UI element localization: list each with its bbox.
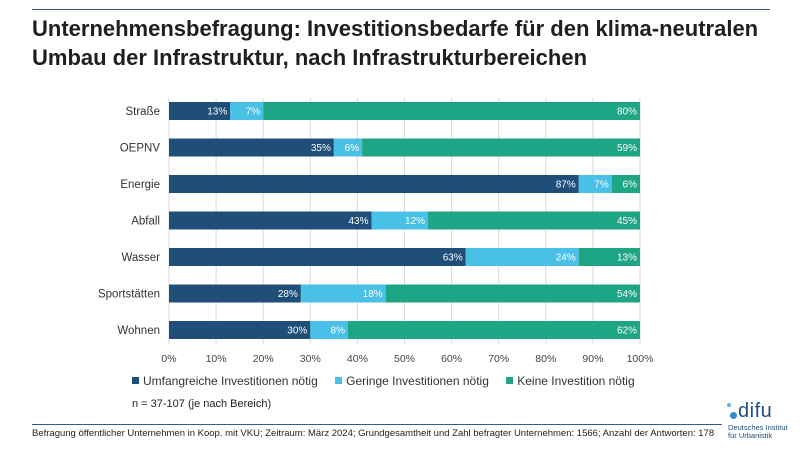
legend-label-gering: Geringe Investitionen nötig [346, 374, 489, 388]
bar-segment-keine [428, 211, 640, 230]
bar-segment-keine [385, 284, 640, 303]
category-label: Straße [125, 106, 160, 118]
bar-segment-gering [300, 284, 386, 303]
data-label: 62% [617, 326, 637, 337]
bar-segment-gering [371, 211, 429, 230]
x-tick-label: 0% [161, 353, 176, 365]
data-label: 7% [246, 107, 261, 118]
category-label: Wohnen [117, 325, 160, 337]
x-tick-label: 50% [394, 353, 415, 365]
data-label: 87% [556, 180, 576, 191]
data-label: 6% [623, 180, 638, 191]
logo-subtitle: Deutsches Institut für Urbanistik [728, 424, 788, 440]
bar-segment-umfangreich [169, 102, 231, 120]
data-label: 18% [363, 289, 383, 300]
x-tick-label: 40% [347, 353, 368, 365]
legend-swatch-gering [335, 377, 343, 384]
x-tick-label: 80% [535, 353, 556, 365]
x-tick-label: 70% [488, 353, 509, 365]
page-title: Unternehmensbefragung: Investitionsbedar… [32, 16, 759, 70]
bar-segment-umfangreich [169, 211, 372, 230]
bar-segment-umfangreich [169, 138, 334, 157]
x-tick-label: 30% [300, 353, 321, 365]
data-label: 43% [349, 216, 369, 227]
data-label: 13% [207, 107, 227, 118]
logo-subtitle-line1: Deutsches Institut [728, 423, 788, 432]
x-tick-label: 100% [627, 353, 654, 365]
legend-swatch-keine [506, 377, 514, 384]
logo-dot [730, 412, 737, 419]
bar-segment-keine [611, 175, 640, 193]
legend-item-keine: Keine Investition nötig [506, 374, 635, 388]
bar-segment-gering [465, 248, 579, 266]
bar-segment-umfangreich [169, 175, 579, 193]
bottom-rule [32, 424, 722, 425]
logo-wordmark: difu [738, 400, 773, 422]
category-label: Abfall [131, 216, 160, 228]
logo-dot-small [727, 403, 731, 407]
data-label: 54% [617, 289, 637, 300]
difu-logo: difu Deutsches Institut für Urbanistik [726, 400, 796, 446]
data-label: 24% [556, 253, 576, 264]
legend-item-gering: Geringe Investitionen nötig [335, 374, 489, 388]
data-label: 63% [443, 253, 463, 264]
x-tick-label: 10% [206, 353, 227, 365]
bar-segment-umfangreich [169, 248, 466, 266]
category-label: OEPNV [120, 143, 161, 155]
chart-legend: Umfangreiche Investitionen nötig Geringe… [132, 374, 649, 388]
data-label: 28% [278, 289, 298, 300]
data-label: 45% [617, 216, 637, 227]
data-label: 80% [617, 107, 637, 118]
legend-label-keine: Keine Investition nötig [517, 374, 635, 388]
bar-segment-umfangreich [169, 321, 311, 339]
category-label: Wasser [121, 252, 160, 264]
bar-segment-gering [578, 175, 612, 193]
sample-size-note: n = 37-107 (je nach Bereich) [132, 398, 272, 410]
top-rule [32, 9, 770, 10]
bar-segment-gering [310, 321, 348, 339]
data-label: 8% [331, 326, 346, 337]
x-tick-label: 60% [441, 353, 462, 365]
legend-swatch-umfangreich [132, 377, 139, 384]
bar-segment-keine [362, 138, 640, 157]
legend-item-umfangreich: Umfangreiche Investitionen nötig [132, 374, 318, 388]
stacked-bar-chart: 0% 10% 20% 30% 40% 50% 60% 70% 80% 90% 100% Straße 1… [98, 98, 654, 365]
source-footnote: Befragung öffentlicher Unternehmen in Ko… [32, 428, 715, 439]
data-label: 35% [311, 143, 331, 154]
bar-segment-keine [263, 102, 640, 120]
data-label: 13% [617, 253, 637, 264]
bar-segment-keine [347, 321, 640, 339]
data-label: 7% [594, 180, 609, 191]
x-tick-label: 20% [253, 353, 274, 365]
bar-segment-keine [578, 248, 640, 266]
category-label: Energie [120, 179, 160, 191]
legend-label-umfangreich: Umfangreiche Investitionen nötig [143, 374, 318, 388]
data-label: 6% [345, 143, 360, 154]
logo-subtitle-line2: für Urbanistik [728, 431, 773, 440]
category-label: Sportstätten [98, 289, 160, 301]
data-label: 59% [617, 143, 637, 154]
data-label: 30% [287, 326, 307, 337]
bar-segment-umfangreich [169, 284, 301, 303]
bar-segment-gering [230, 102, 264, 120]
bar-segment-gering [333, 138, 363, 157]
x-tick-label: 90% [582, 353, 603, 365]
data-label: 12% [405, 216, 425, 227]
